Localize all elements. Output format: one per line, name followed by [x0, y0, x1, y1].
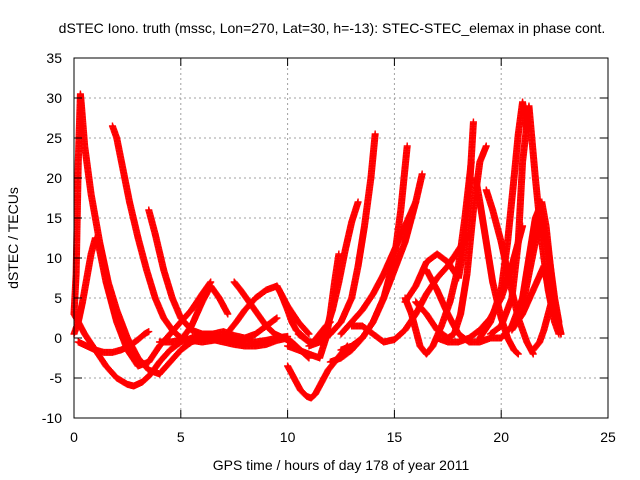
data-point [482, 142, 490, 150]
data-point [284, 334, 292, 342]
data-point [371, 130, 379, 138]
data-point [273, 314, 281, 322]
data-point [224, 310, 232, 318]
data-point [145, 328, 153, 336]
data-point [304, 329, 312, 337]
series-track [145, 206, 281, 342]
data-series [70, 90, 565, 402]
series-track [198, 334, 292, 350]
series-track [412, 142, 490, 342]
data-point [418, 170, 426, 178]
data-point [403, 142, 411, 150]
series-track [305, 130, 379, 350]
series-track [74, 328, 153, 356]
series-track [472, 174, 522, 358]
data-point [412, 198, 420, 206]
chart-title: dSTEC Iono. truth (mssc, Lon=270, Lat=30… [59, 20, 606, 36]
data-point [305, 330, 313, 338]
data-point [513, 349, 521, 357]
data-point [354, 198, 362, 206]
data-point [469, 118, 477, 126]
data-point [514, 350, 522, 358]
series-track [337, 198, 420, 338]
series-track [401, 118, 477, 306]
series-track [155, 282, 232, 346]
data-point [272, 315, 280, 323]
series-track [519, 214, 563, 326]
